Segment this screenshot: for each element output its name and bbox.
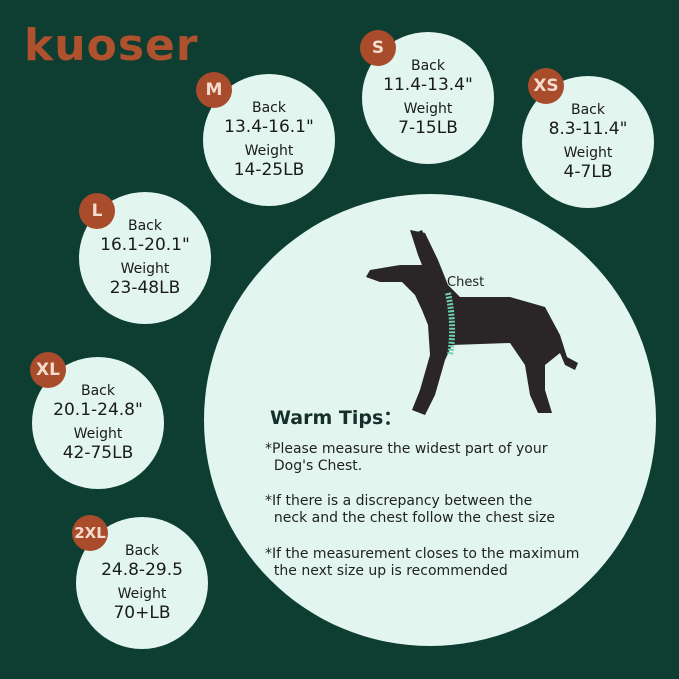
weight-label: Weight	[403, 101, 453, 117]
size-badge-m: M	[196, 72, 232, 108]
chest-label: Chest	[447, 275, 485, 290]
weight-value: 23-48LB	[109, 278, 181, 298]
weight-value: 7-15LB	[398, 118, 458, 138]
size-badge-l: L	[79, 193, 115, 229]
weight-label: Weight	[244, 143, 294, 159]
back-value: 16.1-20.1"	[100, 235, 190, 255]
tips-title: Warm Tips：	[270, 407, 403, 429]
back-label: Back	[81, 383, 115, 399]
back-value: 24.8-29.5	[101, 560, 183, 580]
brand-logo: kuoser	[24, 20, 199, 71]
weight-value: 14-25LB	[233, 160, 305, 180]
back-value: 11.4-13.4"	[383, 75, 473, 95]
back-label: Back	[411, 58, 445, 74]
weight-label: Weight	[120, 261, 170, 277]
weight-label: Weight	[563, 145, 613, 161]
chest-band	[445, 292, 456, 356]
weight-label: Weight	[117, 586, 167, 602]
tip-item: *If the measurement closes to the maximu…	[265, 546, 580, 579]
size-badge-s: S	[360, 30, 396, 66]
dog-silhouette-icon	[366, 230, 578, 415]
weight-label: Weight	[73, 426, 123, 442]
back-label: Back	[252, 100, 286, 116]
weight-value: 42-75LB	[62, 443, 134, 463]
weight-value: 70+LB	[113, 603, 171, 623]
back-label: Back	[125, 543, 159, 559]
size-badge-xl: XL	[30, 352, 66, 388]
size-badge-xs: XS	[528, 68, 564, 104]
back-value: 20.1-24.8"	[53, 400, 143, 420]
weight-value: 4-7LB	[563, 162, 613, 182]
back-label: Back	[571, 102, 605, 118]
size-badge-2xl: 2XL	[72, 515, 108, 551]
tip-item: *If there is a discrepancy between the n…	[265, 493, 556, 526]
tip-item: *Please measure the widest part of your …	[265, 441, 548, 474]
back-value: 13.4-16.1"	[224, 117, 314, 137]
back-value: 8.3-11.4"	[548, 119, 628, 139]
back-label: Back	[128, 218, 162, 234]
